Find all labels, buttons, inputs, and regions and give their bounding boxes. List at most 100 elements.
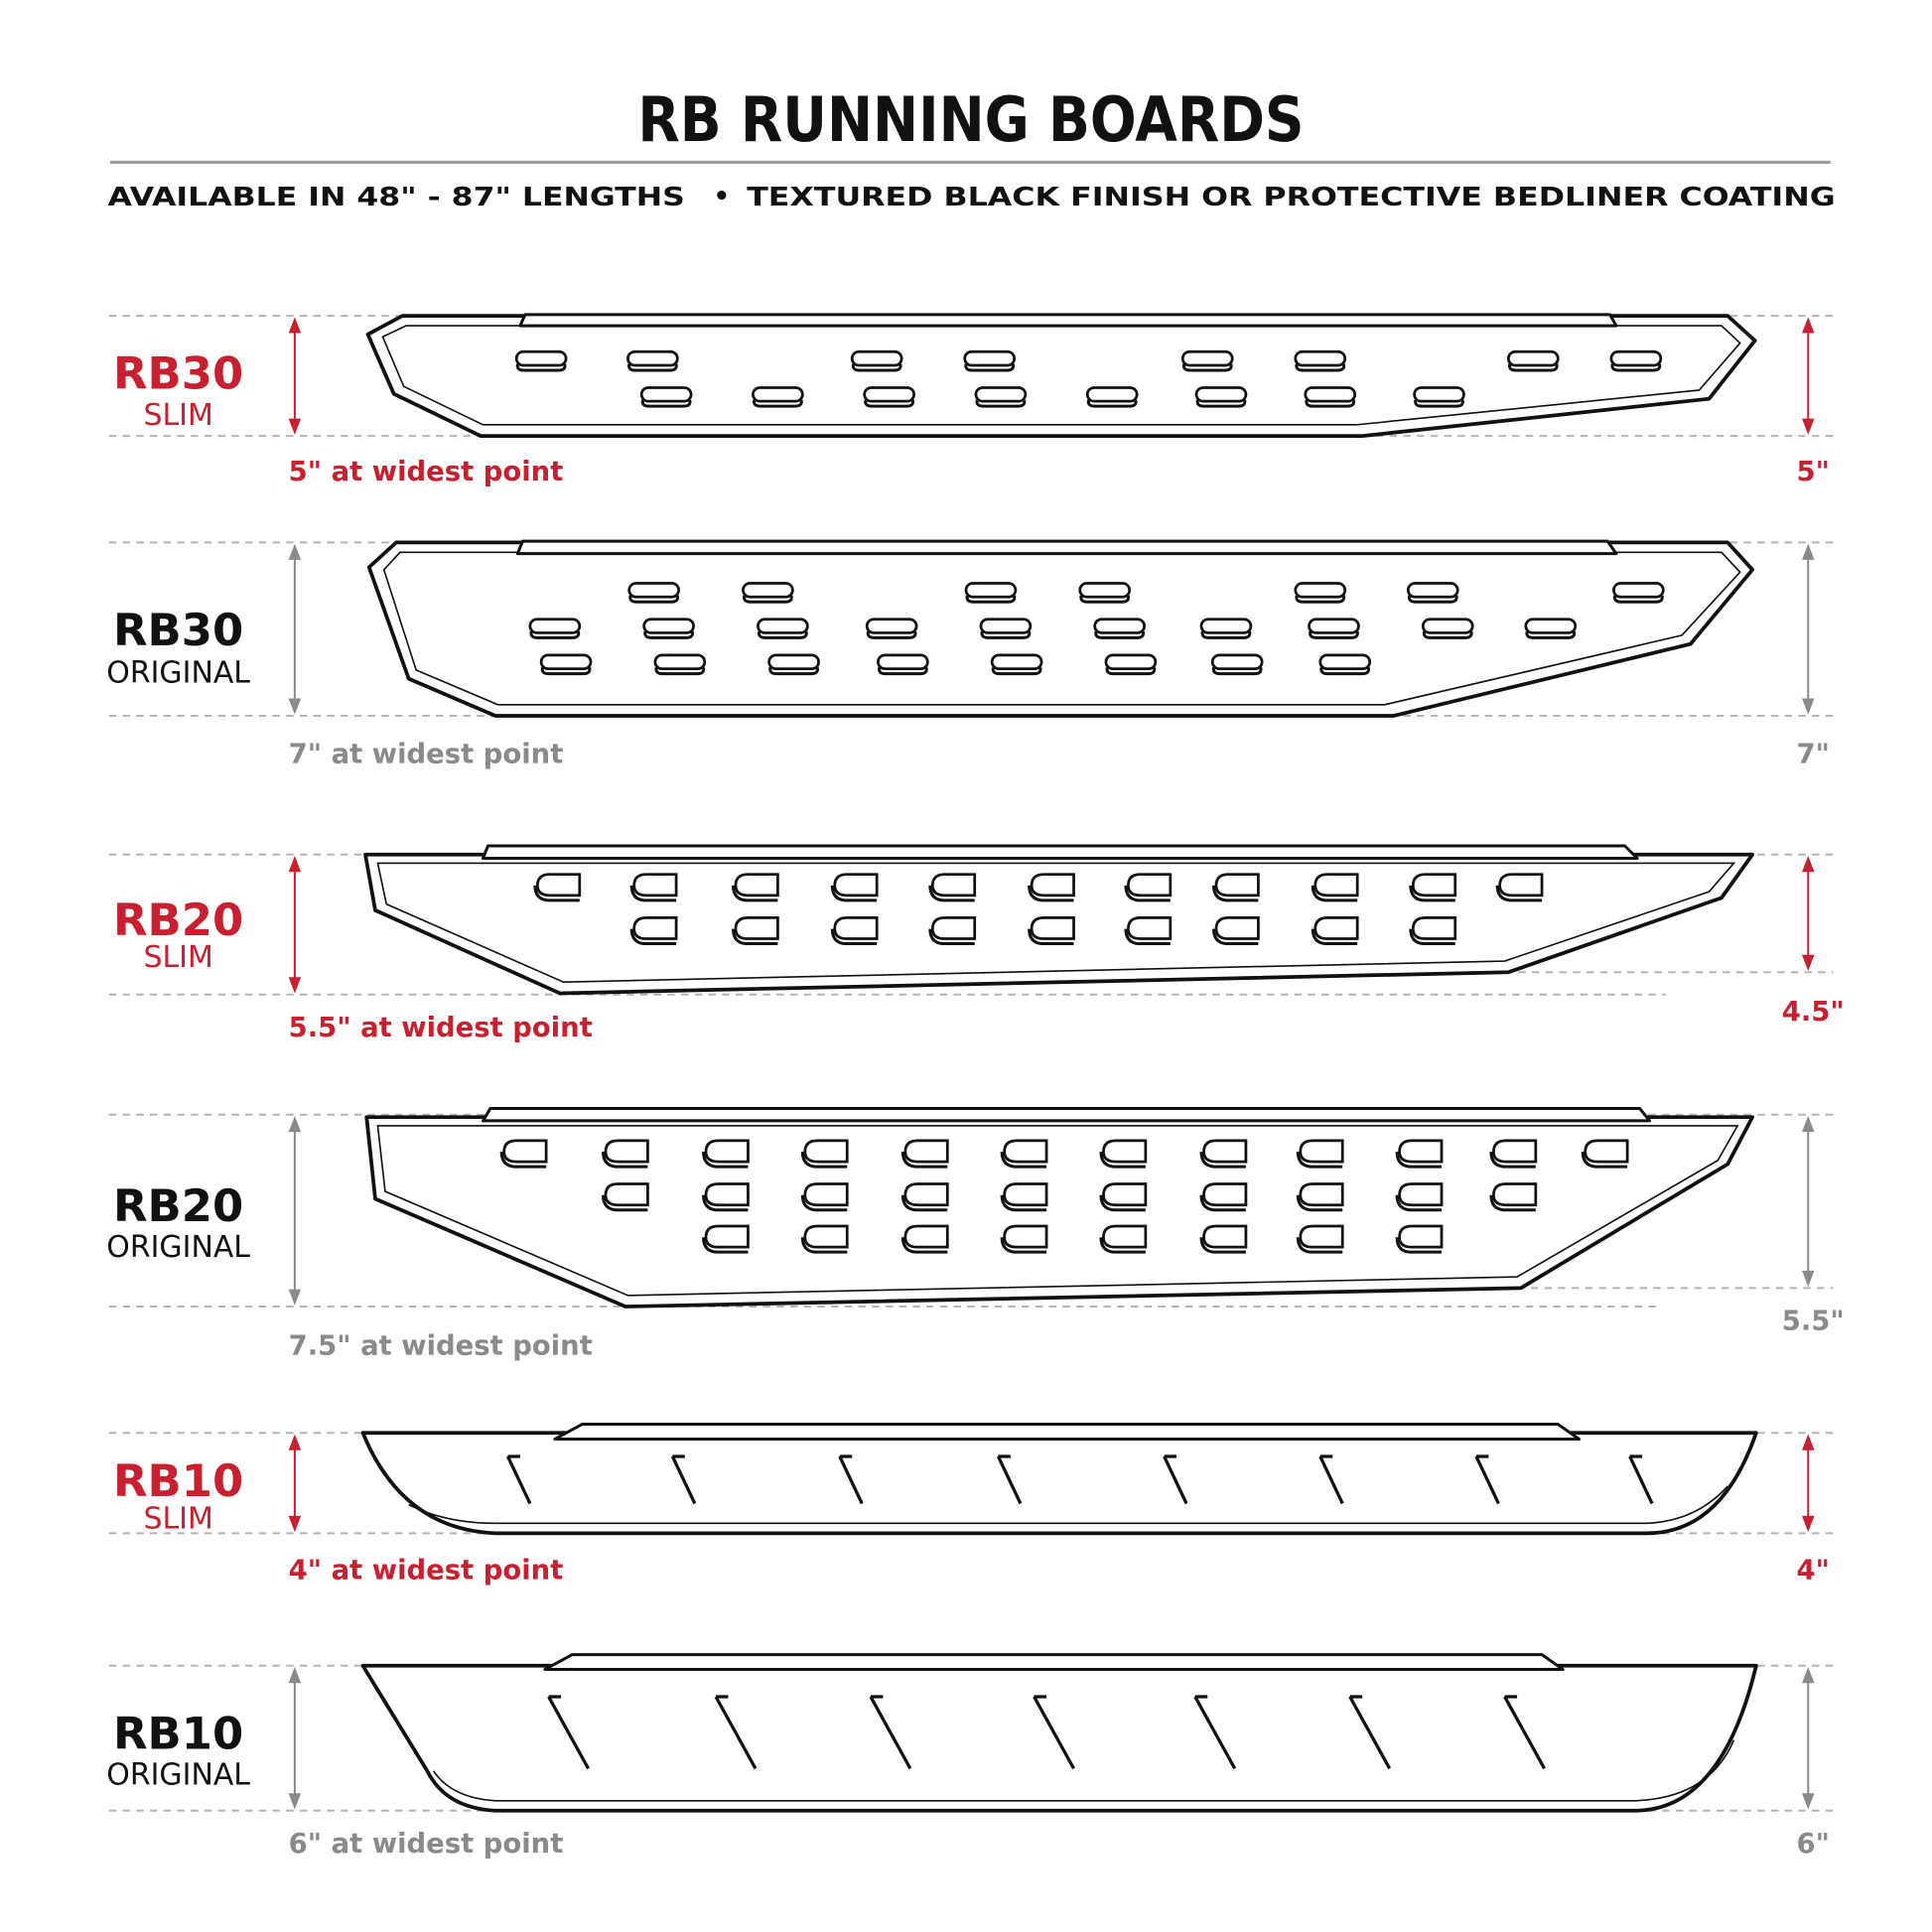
slot-shadow: [1296, 1237, 1343, 1254]
tread-slot: [974, 386, 1028, 403]
tread-slot: [632, 915, 678, 940]
tread-slot: [1085, 386, 1139, 403]
model-name: RB20: [113, 894, 243, 946]
tread-slot: [877, 653, 929, 670]
slot-shadow: [1612, 595, 1664, 604]
widest-point-label: 5.5" at widest point: [289, 1013, 593, 1043]
tread-slot: [903, 1224, 949, 1249]
slot-shadow: [1295, 363, 1346, 372]
slot-shadow: [1094, 630, 1146, 639]
board-illustration: [363, 844, 1754, 996]
board-illustration: [366, 539, 1754, 718]
slot-shadow: [1000, 1152, 1047, 1169]
tread-slot: [1127, 873, 1173, 897]
slot-shadow: [1495, 885, 1543, 902]
tread-slot: [1214, 915, 1260, 940]
arrow-down-icon: [1802, 954, 1815, 971]
arrow-down-icon: [288, 977, 302, 994]
tread-slot: [903, 1182, 949, 1207]
slot-shadow: [627, 363, 678, 372]
tread-slot: [626, 349, 679, 367]
tread-slot: [734, 915, 779, 940]
tread-slot: [1318, 653, 1372, 670]
tread-slot: [653, 653, 707, 670]
tread-slot: [704, 1182, 750, 1207]
slot-shadow: [529, 630, 581, 639]
board-illustration: [365, 313, 1757, 438]
slot-shadow: [1395, 1237, 1443, 1254]
tread-slot: [1093, 618, 1147, 634]
slot-shadow: [900, 1194, 948, 1212]
widest-point-label: 6" at widest point: [289, 1829, 564, 1860]
slot-shadow: [800, 1237, 848, 1254]
tread-slot: [990, 653, 1043, 670]
variant-name: ORIGINAL: [106, 1230, 250, 1265]
tread-rib: [1503, 1695, 1546, 1770]
arrow-up-icon: [288, 1115, 302, 1133]
tread-slot: [1612, 582, 1665, 599]
board-top-flange: [543, 1653, 1565, 1672]
tread-slot: [1498, 873, 1544, 897]
tread-slot: [742, 582, 794, 599]
tread-slot: [964, 582, 1018, 599]
slot-shadow: [864, 399, 915, 408]
slot-shadow: [878, 667, 928, 676]
subtitle-finish: TEXTURED BLACK FINISH OR PROTECTIVE BEDL…: [747, 183, 1835, 212]
tread-slot: [1294, 349, 1347, 367]
board-illustration: [360, 1423, 1758, 1536]
variant-name: SLIM: [143, 398, 212, 433]
right-dimension-label: 4": [1797, 1555, 1830, 1586]
slot-shadow: [1489, 1194, 1536, 1212]
model-name: RB10: [113, 1707, 243, 1759]
tread-slot: [833, 873, 879, 897]
slot-shadow: [1099, 1152, 1146, 1169]
slot-shadow: [1295, 595, 1346, 604]
tread-slot: [1299, 1139, 1344, 1164]
arrow-down-icon: [1802, 418, 1815, 435]
tread-slot: [528, 618, 582, 634]
tread-slot: [865, 618, 918, 634]
arrow-down-icon: [1802, 1270, 1815, 1288]
slot-shadow: [533, 885, 580, 902]
board-outline: [360, 1663, 1758, 1813]
tread-slot: [1398, 1182, 1444, 1207]
slot-shadow: [1028, 885, 1074, 902]
slot-shadow: [991, 667, 1042, 676]
tread-slot: [734, 873, 779, 897]
slot-shadow: [1311, 885, 1358, 902]
slot-shadow: [1000, 1194, 1047, 1212]
slot-shadow: [1105, 667, 1157, 676]
widest-point-label: 4" at widest point: [289, 1555, 564, 1586]
slot-shadow: [800, 1194, 848, 1212]
tread-slot: [1421, 618, 1474, 634]
slot-shadow: [702, 1194, 749, 1212]
subtitle-bullet: •: [714, 182, 731, 211]
slot-shadow: [1211, 667, 1263, 676]
arrow-down-icon: [1802, 1515, 1815, 1533]
arrow-up-icon: [288, 855, 302, 873]
slot-shadow: [980, 630, 1032, 639]
board-illustration: [364, 1106, 1754, 1309]
tread-slot: [757, 618, 809, 634]
tread-slot: [863, 386, 915, 403]
tread-slot: [642, 618, 695, 634]
tread-slot: [1406, 582, 1459, 599]
arrow-up-icon: [1802, 1115, 1815, 1133]
slot-shadow: [866, 630, 917, 639]
slot-shadow: [1311, 928, 1358, 946]
slot-shadow: [1305, 399, 1356, 408]
slot-shadow: [628, 595, 680, 604]
tread-slot: [1102, 1139, 1148, 1164]
arrow-up-icon: [1802, 1667, 1815, 1684]
slot-shadow: [975, 399, 1027, 408]
slot-shadow: [758, 630, 808, 639]
right-dimension-label: 6": [1797, 1829, 1830, 1860]
board-outline: [364, 1115, 1754, 1309]
arrow-up-icon: [1802, 543, 1815, 560]
tread-slot: [803, 1139, 849, 1164]
slot-shadow: [640, 399, 692, 408]
tread-slot: [1398, 1139, 1444, 1164]
slot-shadow: [753, 399, 803, 408]
